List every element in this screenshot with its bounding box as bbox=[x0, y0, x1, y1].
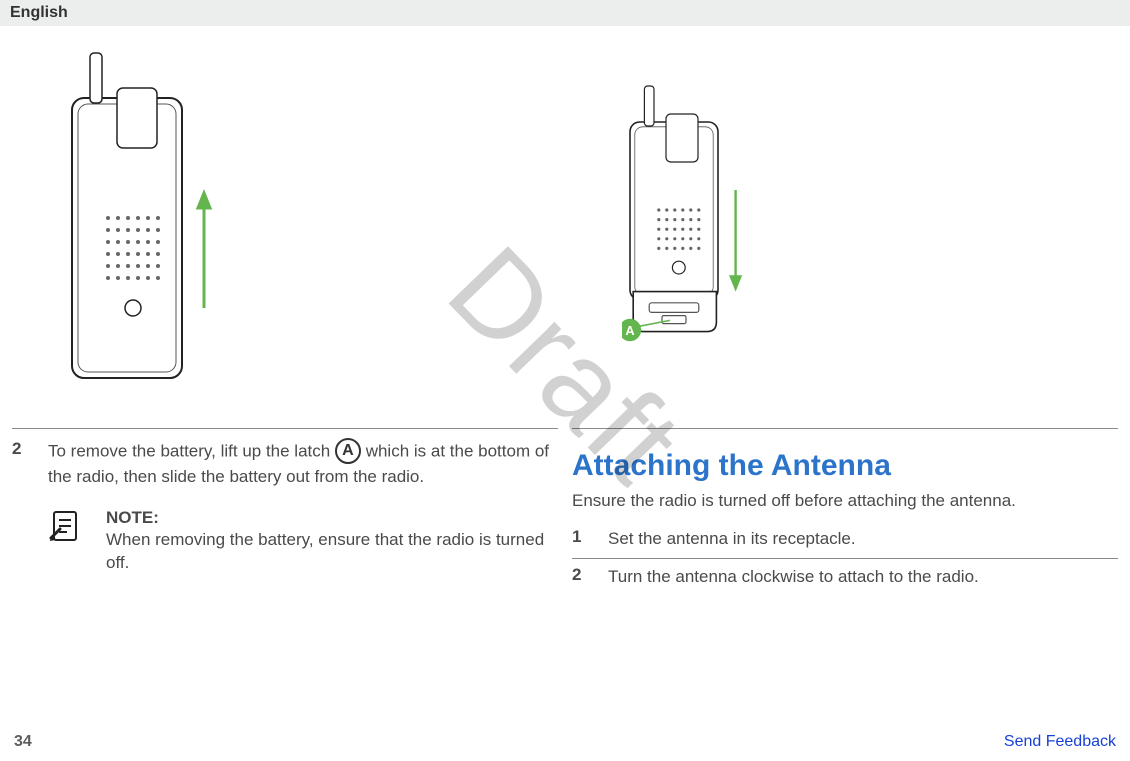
footer: 34 Send Feedback bbox=[0, 733, 1130, 751]
header-bar: English bbox=[0, 0, 1130, 26]
right-figure: A bbox=[572, 44, 1118, 414]
antenna-steps: 1 Set the antenna in its receptacle. 2 T… bbox=[572, 527, 1118, 589]
right-column: A Attaching the Antenna Ensure the radio… bbox=[572, 44, 1118, 589]
section-intro: Ensure the radio is turned off before at… bbox=[572, 491, 1118, 511]
badge-a-letter: A bbox=[625, 323, 634, 338]
antenna-step-2: 2 Turn the antenna clockwise to attach t… bbox=[572, 565, 1118, 590]
left-column: 2 To remove the battery, lift up the lat… bbox=[12, 44, 558, 589]
antenna-step-2-number: 2 bbox=[572, 565, 590, 590]
note-label: NOTE: bbox=[106, 508, 558, 528]
radio-battery-compartment-illustration: A bbox=[622, 48, 782, 388]
section-title: Attaching the Antenna bbox=[572, 449, 1118, 483]
note-content: NOTE: When removing the battery, ensure … bbox=[106, 508, 558, 576]
note-block: NOTE: When removing the battery, ensure … bbox=[12, 508, 558, 576]
step-2: 2 To remove the battery, lift up the lat… bbox=[12, 439, 558, 490]
step-2-number: 2 bbox=[12, 439, 30, 490]
antenna-step-1-number: 1 bbox=[572, 527, 590, 552]
page-number: 34 bbox=[14, 733, 32, 751]
antenna-step-1: 1 Set the antenna in its receptacle. bbox=[572, 527, 1118, 552]
step-2-body: To remove the battery, lift up the latch… bbox=[48, 439, 558, 490]
send-feedback-link[interactable]: Send Feedback bbox=[1004, 733, 1116, 751]
antenna-step-1-text: Set the antenna in its receptacle. bbox=[608, 527, 856, 552]
left-divider bbox=[12, 428, 558, 429]
left-figure bbox=[12, 44, 558, 414]
radio-back-illustration bbox=[62, 48, 222, 388]
note-text: When removing the battery, ensure that t… bbox=[106, 528, 558, 576]
content: 2 To remove the battery, lift up the lat… bbox=[0, 26, 1130, 597]
right-divider-top bbox=[572, 428, 1118, 429]
antenna-step-2-text: Turn the antenna clockwise to attach to … bbox=[608, 565, 979, 590]
header-language: English bbox=[10, 4, 68, 21]
note-icon bbox=[48, 508, 88, 576]
page: English Draft bbox=[0, 0, 1130, 761]
antenna-step-divider bbox=[572, 558, 1118, 559]
latch-a-icon: A bbox=[335, 438, 361, 464]
step-2-text-a: To remove the battery, lift up the latch bbox=[48, 441, 335, 460]
